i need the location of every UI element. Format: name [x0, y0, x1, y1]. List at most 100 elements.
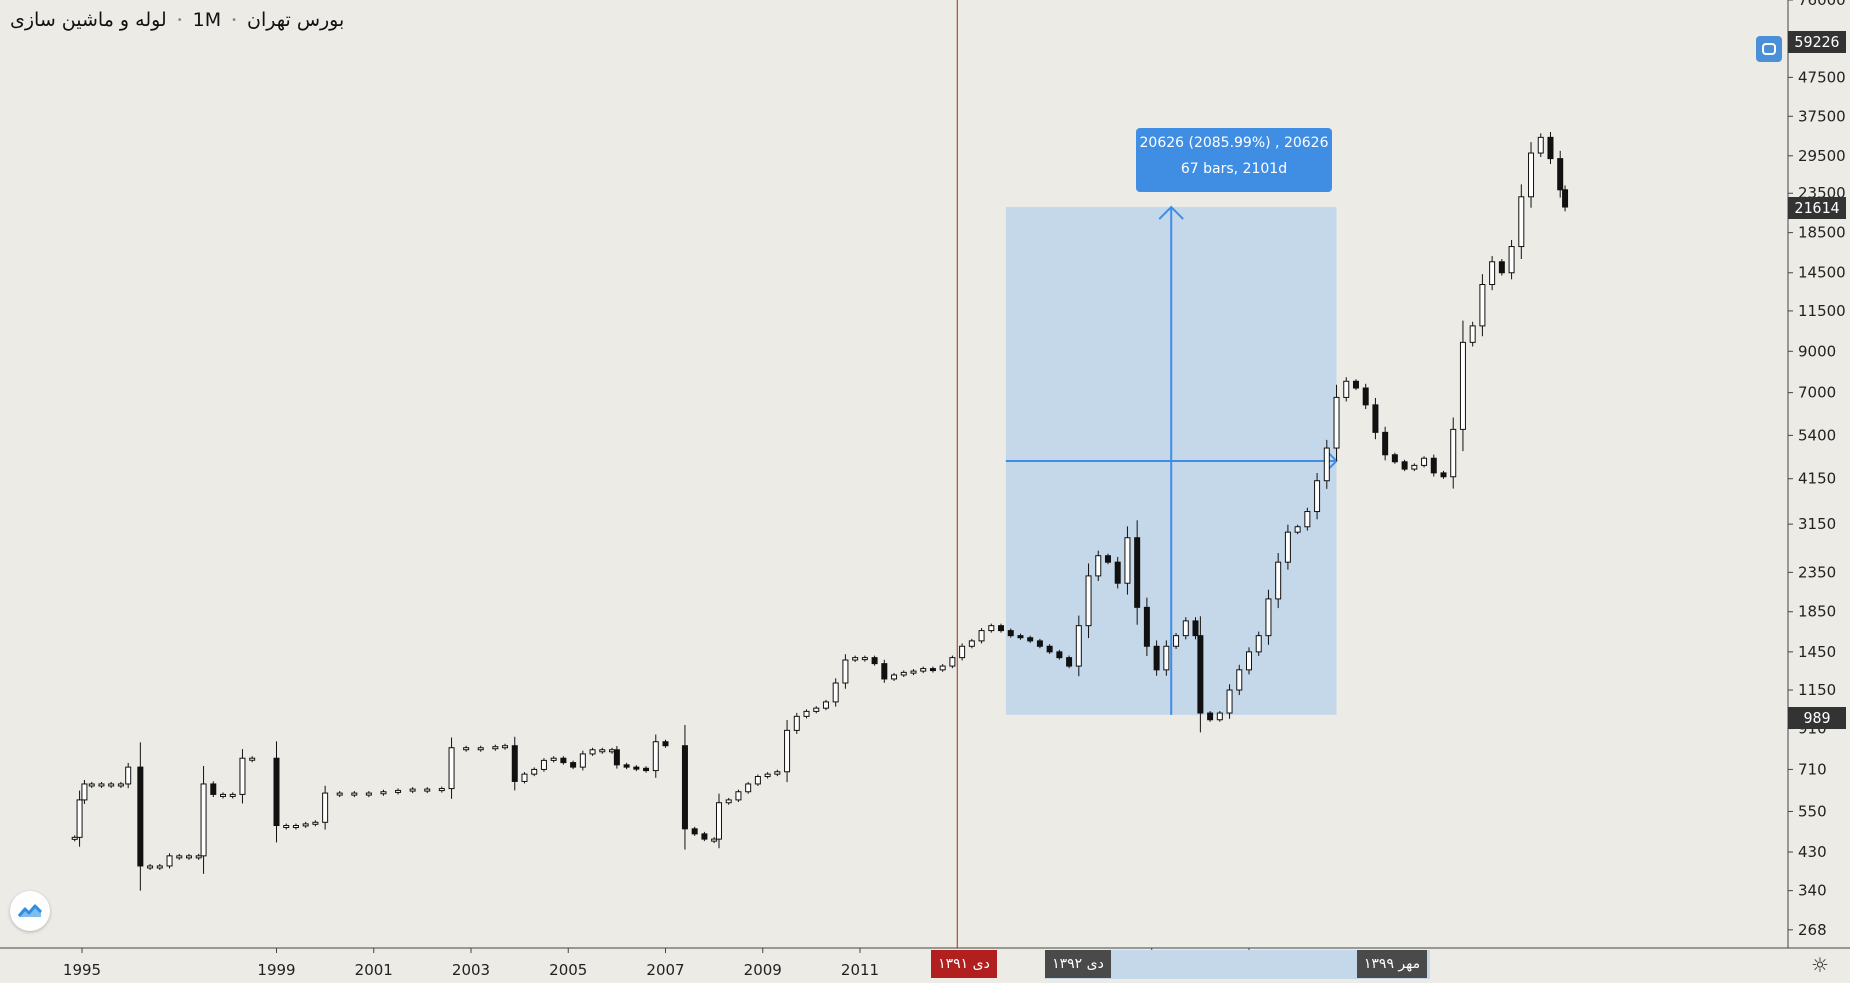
candle-body	[1450, 428, 1457, 478]
y-axis-ticks: 2683404305507109101150145018502350315041…	[1788, 0, 1846, 939]
candle-body	[1498, 261, 1505, 274]
measure-info-box: 20626 (2085.99%) , 20626 67 bars, 2101d	[1136, 128, 1332, 192]
candle-body	[521, 773, 528, 782]
symbol-name: لوله و ماشین سازی	[10, 9, 167, 31]
candle-body	[1192, 620, 1199, 637]
candle-body	[560, 757, 567, 764]
candle-body	[249, 757, 256, 761]
candle-body	[98, 783, 105, 787]
candle-body	[1362, 387, 1369, 406]
range-end-date-label: مهر ۱۳۹۹	[1357, 950, 1427, 978]
candle-body	[813, 707, 820, 712]
candle-body	[1153, 645, 1160, 671]
candle-body	[1173, 635, 1180, 647]
candle-body	[1134, 537, 1141, 608]
candle-body	[842, 659, 849, 684]
candle-body	[220, 793, 227, 797]
candle-body	[1489, 261, 1496, 286]
candle-body	[1056, 651, 1063, 659]
candle-body	[745, 783, 752, 793]
candle-body	[1104, 555, 1111, 563]
candle-body	[1197, 635, 1204, 714]
candle-body	[540, 759, 547, 770]
candle-body	[1017, 635, 1024, 639]
candle-body	[1143, 606, 1150, 647]
candle-body	[1518, 196, 1525, 248]
candle-body	[1114, 561, 1121, 584]
y-tick-label: 1850	[1798, 603, 1836, 621]
candle-body	[166, 855, 173, 867]
candle-body	[735, 791, 742, 801]
candle-body	[1508, 246, 1515, 274]
candle-body	[137, 766, 144, 867]
candle-body	[1007, 630, 1014, 637]
candle-body	[988, 625, 995, 632]
candle-body	[463, 747, 470, 751]
candle-body	[200, 783, 207, 857]
candle-body	[502, 745, 509, 749]
exchange-name: بورس تهران	[247, 9, 345, 31]
candle-body	[681, 745, 688, 830]
candle-body	[1430, 457, 1437, 474]
candles-layer	[71, 132, 1569, 891]
y-tick-label: 2350	[1798, 563, 1836, 581]
candle-body	[711, 838, 718, 842]
y-tick-label: 7000	[1798, 384, 1836, 402]
candle-body	[1314, 480, 1321, 513]
candle-body	[701, 833, 708, 840]
candle-body	[1391, 454, 1398, 463]
candle-body	[1207, 712, 1214, 721]
x-tick-label: 2005	[549, 961, 587, 979]
candle-body	[1066, 657, 1073, 667]
candle-body	[1075, 625, 1082, 667]
separator-dot: •	[231, 14, 238, 26]
y-tick-label: 1150	[1798, 681, 1836, 699]
candle-body	[147, 865, 154, 869]
interval-label[interactable]: 1M	[192, 9, 222, 31]
candle-body	[1216, 712, 1223, 721]
candle-body	[1124, 537, 1131, 584]
range-start-date-label: دی ۱۳۹۲	[1045, 950, 1111, 978]
price-tag-top: 59226	[1788, 31, 1846, 53]
vertical-line-date-label: دی ۱۳۹۱	[931, 950, 997, 978]
candle-body	[998, 625, 1005, 632]
candle-body	[424, 788, 431, 792]
y-tick-label: 29500	[1798, 147, 1846, 165]
x-tick-label: 2009	[744, 961, 782, 979]
candle-body	[108, 783, 115, 787]
candle-body	[1236, 669, 1243, 691]
x-axis-ticks: 1995199920012003200520072009201120172019	[63, 948, 1268, 979]
fit-screen-icon[interactable]	[1756, 36, 1782, 62]
candle-body	[239, 757, 246, 795]
candle-body	[1284, 531, 1291, 563]
candle-body	[336, 792, 343, 796]
y-tick-label: 430	[1798, 843, 1827, 861]
candle-body	[81, 783, 88, 801]
candle-body	[623, 764, 630, 768]
candle-body	[1547, 136, 1554, 160]
y-tick-label: 340	[1798, 882, 1827, 900]
measure-line-2: 67 bars, 2101d	[1180, 161, 1288, 177]
candle-body	[302, 823, 309, 827]
candle-body	[380, 791, 387, 795]
candle-body	[1333, 396, 1340, 449]
candle-body	[409, 788, 416, 792]
tradingview-logo-icon[interactable]	[10, 891, 50, 931]
candle-body	[71, 836, 78, 840]
candle-body	[570, 762, 577, 768]
candle-body	[1027, 637, 1034, 642]
price-tag-low: 989	[1788, 707, 1846, 729]
y-tick-label: 268	[1798, 921, 1827, 939]
candle-body	[579, 753, 586, 768]
candle-body	[891, 674, 898, 680]
y-tick-label: 47500	[1798, 68, 1846, 86]
candle-body	[531, 768, 538, 775]
gear-icon[interactable]: ☼	[1811, 953, 1829, 977]
candle-body	[910, 670, 917, 674]
candle-body	[1095, 555, 1102, 577]
candle-body	[76, 799, 83, 838]
candle-body	[1459, 341, 1466, 430]
candle-body	[351, 792, 358, 796]
